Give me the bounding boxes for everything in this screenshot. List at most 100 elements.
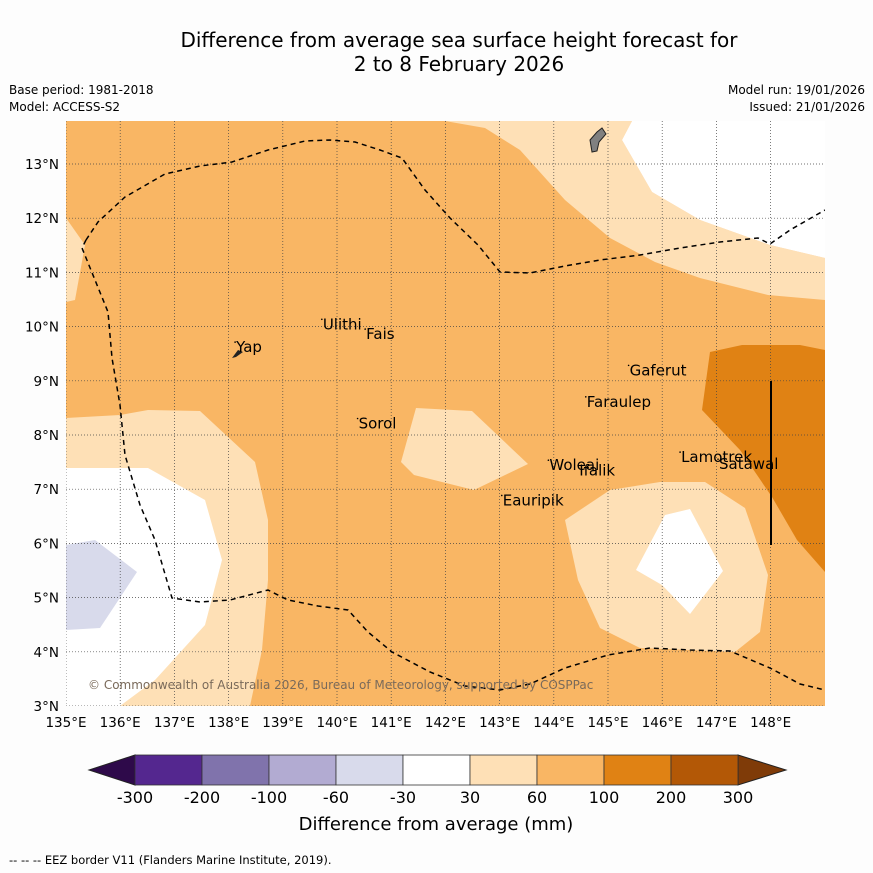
place-label-woleai: Woleai: [549, 456, 599, 474]
place-label-ulithi: Ulithi: [323, 315, 362, 333]
guam-island: [589, 127, 607, 153]
colorbar-tick: -200: [184, 788, 220, 807]
place-label-faraulep: Faraulep: [587, 393, 651, 411]
x-tick-label: 142°E: [425, 715, 466, 731]
colorbar-segment: [603, 754, 672, 786]
y-tick-label: 11°N: [25, 265, 59, 281]
colorbar-tick: -100: [251, 788, 287, 807]
place-marker: [356, 417, 359, 420]
colorbar-segment: [335, 754, 404, 786]
x-tick-label: 138°E: [208, 715, 249, 731]
model-name: Model: ACCESS-S2: [9, 100, 121, 114]
colorbar-tick: -60: [323, 788, 349, 807]
place-label-lamotrek: Lamotrek: [681, 448, 752, 466]
place-label-yap: Yap: [235, 338, 262, 356]
x-tick-label: 145°E: [587, 715, 628, 731]
colorbar-tick: 60: [527, 788, 547, 807]
colorbar-segment: [268, 754, 337, 786]
y-tick-label: 6°N: [34, 536, 59, 552]
place-label-eauripik: Eauripik: [503, 491, 564, 509]
place-marker: [321, 318, 323, 321]
place-marker: [547, 459, 550, 462]
colorbar-segment: [469, 754, 538, 786]
colorbar-min-extend: [87, 754, 136, 786]
y-tick-label: 3°N: [34, 699, 59, 715]
colorbar-segment: [670, 754, 739, 786]
x-tick-label: 144°E: [533, 715, 574, 731]
place-label-sorol: Sorol: [359, 414, 397, 432]
y-tick-label: 10°N: [25, 320, 59, 336]
x-tick-label: 135°E: [45, 715, 86, 731]
colorbar: -300 -200 -100 -60 -30 30 60 100 200 300 Differen…: [87, 754, 788, 835]
yap-island: [232, 350, 243, 358]
colorbar-tick: -300: [117, 788, 153, 807]
x-tick-label: 140°E: [316, 715, 357, 731]
meta-right: Model run: 19/01/2026 Issued: 21/01/2026: [728, 82, 865, 116]
x-tick-label: 148°E: [750, 715, 791, 731]
colorbar-tick: 200: [656, 788, 687, 807]
copyright-credit: © Commonwealth of Australia 2026, Bureau…: [88, 678, 594, 692]
colorbar-max-extend: [737, 754, 788, 786]
colorbar-segment: [201, 754, 270, 786]
x-tick-label: 139°E: [262, 715, 303, 731]
place-label-ifalik: Ifalik: [579, 462, 615, 480]
contour-30-60-northeast: [445, 121, 825, 300]
model-run: Model run: 19/01/2026: [727, 83, 865, 97]
y-tick-label: 8°N: [34, 428, 59, 444]
colorbar-title: Difference from average (mm): [299, 814, 574, 835]
x-tick-label: 143°E: [479, 715, 520, 731]
colorbar-segment: [402, 754, 471, 786]
issued-date: Issued: 21/01/2026: [749, 100, 865, 114]
colorbar-tick: 300: [723, 788, 754, 807]
y-tick-label: 9°N: [34, 374, 59, 390]
x-tick-label: 136°E: [100, 715, 141, 731]
contour-neutral-southeast: [636, 509, 723, 614]
x-tick-label: 137°E: [154, 715, 195, 731]
contour-neutral-southwest: [66, 468, 222, 706]
colorbar-segments: [134, 754, 739, 786]
y-tick-label: 4°N: [34, 645, 59, 661]
contour-negative-southwest: [66, 540, 137, 630]
place-marker: [627, 364, 630, 367]
eez-border-south: [81, 239, 825, 691]
x-tick-label: 141°E: [371, 715, 412, 731]
y-tick-label: 7°N: [34, 482, 59, 498]
place-label-fais: Fais: [366, 325, 395, 343]
x-tick-label: 147°E: [696, 715, 737, 731]
colorbar-tick: 30: [460, 788, 480, 807]
place-marker: [717, 458, 719, 460]
eez-border-north: [85, 139, 825, 274]
y-axis-ticks: 3°N 4°N 5°N 6°N 7°N 8°N 9°N 10°N 11°N 12°N 13°N: [25, 157, 59, 715]
meta-left: Base period: 1981-2018 Model: ACCESS-S2: [9, 82, 154, 116]
base-period: Base period: 1981-2018: [9, 83, 154, 97]
chart-title: Difference from average sea surface heig…: [0, 28, 873, 76]
colorbar-segment: [536, 754, 605, 786]
contour-neutral-northeast: [622, 121, 825, 258]
title-line-2: 2 to 8 February 2026: [353, 52, 565, 76]
colorbar-tick: -30: [390, 788, 416, 807]
gridlines: [66, 121, 825, 706]
place-marker: [500, 494, 503, 497]
x-tick-label: 146°E: [642, 715, 683, 731]
colorbar-tick: 100: [589, 788, 620, 807]
place-label-satawal: Satawal: [719, 455, 778, 473]
y-tick-label: 5°N: [34, 591, 59, 607]
contour-30-60-west: [66, 218, 85, 302]
y-tick-label: 13°N: [25, 157, 59, 173]
place-marker: [364, 328, 366, 330]
x-axis-ticks: 135°E 136°E 137°E 138°E 139°E 140°E 141°E 142°E…: [45, 715, 791, 731]
colorbar-tick-labels: -300 -200 -100 -60 -30 30 60 100 200 300: [117, 788, 753, 807]
y-tick-label: 12°N: [25, 211, 59, 227]
place-marker: [679, 451, 681, 453]
contour-100-200-east: [702, 345, 825, 572]
place-marker: [234, 341, 236, 343]
eez-footnote: -- -- -- EEZ border V11 (Flanders Marine…: [9, 853, 332, 867]
title-line-1: Difference from average sea surface heig…: [180, 28, 738, 52]
place-marker: [577, 464, 579, 467]
contour-30-60-central: [401, 408, 528, 490]
place-marker: [584, 396, 587, 398]
place-label-gaferut: Gaferut: [630, 361, 687, 379]
